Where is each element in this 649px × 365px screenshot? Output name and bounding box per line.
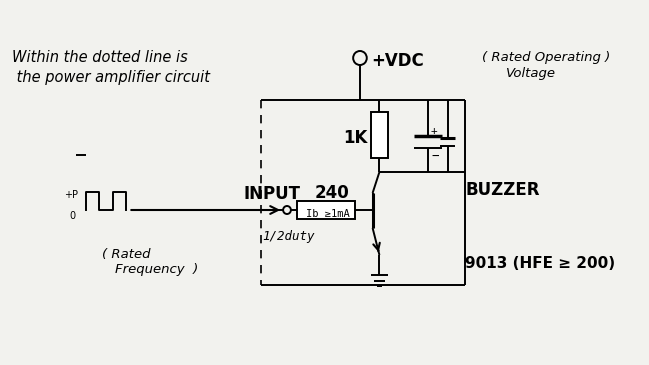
Text: 0: 0 [69,211,75,221]
Text: +VDC: +VDC [372,52,424,70]
Text: 9013 (HFE ≥ 200): 9013 (HFE ≥ 200) [465,255,615,270]
Text: 1K: 1K [343,129,368,147]
Text: 240: 240 [314,184,349,202]
Text: ( Rated Operating ): ( Rated Operating ) [482,51,610,65]
Text: −: − [431,150,439,162]
Text: INPUT: INPUT [243,185,300,203]
Bar [371,112,388,158]
Text: Frequency  ): Frequency ) [115,263,198,276]
Text: Voltage: Voltage [506,68,556,81]
Text: the power amplifier circuit: the power amplifier circuit [12,70,210,85]
Text: Ib ≥1mA: Ib ≥1mA [306,209,350,219]
Text: +P: +P [64,190,79,200]
Text: Within the dotted line is: Within the dotted line is [12,50,188,65]
Bar [297,201,355,219]
Text: BUZZER: BUZZER [465,181,539,199]
Text: +: + [431,126,437,136]
Text: 1/2duty: 1/2duty [263,230,315,243]
Text: ( Rated: ( Rated [102,248,151,261]
